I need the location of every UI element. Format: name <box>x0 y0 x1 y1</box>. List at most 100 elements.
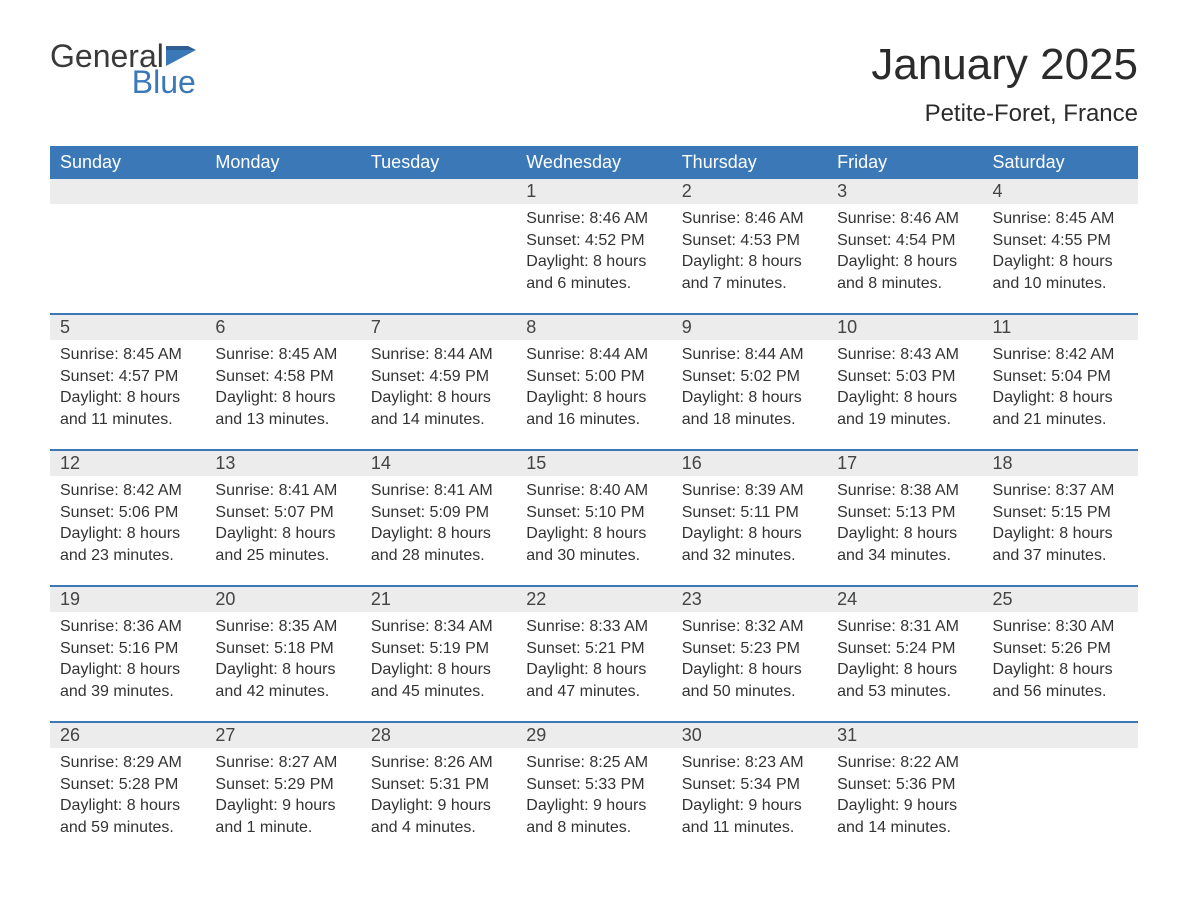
daylight2-text: and 32 minutes. <box>682 545 817 567</box>
daylight1-text: Daylight: 8 hours <box>215 659 350 681</box>
day-number: 25 <box>983 586 1138 612</box>
daylight1-text: Daylight: 8 hours <box>993 251 1128 273</box>
sunrise-text: Sunrise: 8:46 AM <box>526 208 661 230</box>
day-number: 18 <box>983 450 1138 476</box>
day-number <box>50 179 205 204</box>
day-cell: Sunrise: 8:42 AMSunset: 5:04 PMDaylight:… <box>983 340 1138 450</box>
sunrise-text: Sunrise: 8:40 AM <box>526 480 661 502</box>
day-cell: Sunrise: 8:43 AMSunset: 5:03 PMDaylight:… <box>827 340 982 450</box>
daylight1-text: Daylight: 9 hours <box>215 795 350 817</box>
day-cell: Sunrise: 8:22 AMSunset: 5:36 PMDaylight:… <box>827 748 982 858</box>
sunrise-text: Sunrise: 8:42 AM <box>60 480 195 502</box>
day-cell: Sunrise: 8:46 AMSunset: 4:53 PMDaylight:… <box>672 204 827 314</box>
day-cell: Sunrise: 8:44 AMSunset: 4:59 PMDaylight:… <box>361 340 516 450</box>
sunrise-text: Sunrise: 8:31 AM <box>837 616 972 638</box>
daylight2-text: and 18 minutes. <box>682 409 817 431</box>
day-number: 13 <box>205 450 360 476</box>
sunset-text: Sunset: 5:18 PM <box>215 638 350 660</box>
day-content-row: Sunrise: 8:42 AMSunset: 5:06 PMDaylight:… <box>50 476 1138 586</box>
sunset-text: Sunset: 5:16 PM <box>60 638 195 660</box>
daylight1-text: Daylight: 8 hours <box>215 387 350 409</box>
day-header-row: Sunday Monday Tuesday Wednesday Thursday… <box>50 146 1138 179</box>
sunrise-text: Sunrise: 8:36 AM <box>60 616 195 638</box>
sunset-text: Sunset: 4:54 PM <box>837 230 972 252</box>
sunrise-text: Sunrise: 8:45 AM <box>60 344 195 366</box>
daylight1-text: Daylight: 8 hours <box>60 659 195 681</box>
day-cell <box>205 204 360 314</box>
daylight2-text: and 19 minutes. <box>837 409 972 431</box>
calendar-body: 1234Sunrise: 8:46 AMSunset: 4:52 PMDayli… <box>50 179 1138 858</box>
daylight2-text: and 47 minutes. <box>526 681 661 703</box>
day-number: 14 <box>361 450 516 476</box>
sunrise-text: Sunrise: 8:22 AM <box>837 752 972 774</box>
day-number-row: 1234 <box>50 179 1138 204</box>
sunrise-text: Sunrise: 8:44 AM <box>682 344 817 366</box>
daylight2-text: and 14 minutes. <box>837 817 972 839</box>
day-cell: Sunrise: 8:30 AMSunset: 5:26 PMDaylight:… <box>983 612 1138 722</box>
daylight1-text: Daylight: 8 hours <box>682 251 817 273</box>
daylight2-text: and 7 minutes. <box>682 273 817 295</box>
day-header: Monday <box>205 146 360 179</box>
sunset-text: Sunset: 5:31 PM <box>371 774 506 796</box>
sunset-text: Sunset: 5:33 PM <box>526 774 661 796</box>
sunrise-text: Sunrise: 8:44 AM <box>371 344 506 366</box>
sunrise-text: Sunrise: 8:41 AM <box>215 480 350 502</box>
day-content-row: Sunrise: 8:29 AMSunset: 5:28 PMDaylight:… <box>50 748 1138 858</box>
daylight2-text: and 11 minutes. <box>682 817 817 839</box>
sunset-text: Sunset: 5:00 PM <box>526 366 661 388</box>
day-cell: Sunrise: 8:23 AMSunset: 5:34 PMDaylight:… <box>672 748 827 858</box>
sunset-text: Sunset: 5:11 PM <box>682 502 817 524</box>
day-number: 21 <box>361 586 516 612</box>
daylight1-text: Daylight: 8 hours <box>993 523 1128 545</box>
daylight1-text: Daylight: 8 hours <box>993 659 1128 681</box>
day-number: 24 <box>827 586 982 612</box>
sunset-text: Sunset: 5:36 PM <box>837 774 972 796</box>
sunrise-text: Sunrise: 8:46 AM <box>837 208 972 230</box>
sunrise-text: Sunrise: 8:43 AM <box>837 344 972 366</box>
day-number: 30 <box>672 722 827 748</box>
day-cell <box>50 204 205 314</box>
sunrise-text: Sunrise: 8:26 AM <box>371 752 506 774</box>
day-header: Tuesday <box>361 146 516 179</box>
day-cell: Sunrise: 8:27 AMSunset: 5:29 PMDaylight:… <box>205 748 360 858</box>
day-number: 7 <box>361 314 516 340</box>
day-cell: Sunrise: 8:35 AMSunset: 5:18 PMDaylight:… <box>205 612 360 722</box>
daylight1-text: Daylight: 9 hours <box>371 795 506 817</box>
day-number: 28 <box>361 722 516 748</box>
sunrise-text: Sunrise: 8:32 AM <box>682 616 817 638</box>
daylight2-text: and 59 minutes. <box>60 817 195 839</box>
day-number: 27 <box>205 722 360 748</box>
daylight2-text: and 45 minutes. <box>371 681 506 703</box>
day-cell <box>361 204 516 314</box>
brand-logo: General Blue <box>50 40 198 98</box>
sunset-text: Sunset: 5:07 PM <box>215 502 350 524</box>
sunrise-text: Sunrise: 8:23 AM <box>682 752 817 774</box>
day-number: 26 <box>50 722 205 748</box>
sunrise-text: Sunrise: 8:44 AM <box>526 344 661 366</box>
day-number: 29 <box>516 722 671 748</box>
sunset-text: Sunset: 5:34 PM <box>682 774 817 796</box>
day-content-row: Sunrise: 8:36 AMSunset: 5:16 PMDaylight:… <box>50 612 1138 722</box>
day-cell: Sunrise: 8:45 AMSunset: 4:58 PMDaylight:… <box>205 340 360 450</box>
daylight1-text: Daylight: 8 hours <box>526 251 661 273</box>
day-cell: Sunrise: 8:32 AMSunset: 5:23 PMDaylight:… <box>672 612 827 722</box>
daylight2-text: and 4 minutes. <box>371 817 506 839</box>
daylight2-text: and 50 minutes. <box>682 681 817 703</box>
daylight1-text: Daylight: 8 hours <box>526 659 661 681</box>
day-cell: Sunrise: 8:31 AMSunset: 5:24 PMDaylight:… <box>827 612 982 722</box>
day-number: 19 <box>50 586 205 612</box>
day-cell: Sunrise: 8:46 AMSunset: 4:52 PMDaylight:… <box>516 204 671 314</box>
day-header: Friday <box>827 146 982 179</box>
day-cell: Sunrise: 8:39 AMSunset: 5:11 PMDaylight:… <box>672 476 827 586</box>
day-number: 17 <box>827 450 982 476</box>
day-cell: Sunrise: 8:25 AMSunset: 5:33 PMDaylight:… <box>516 748 671 858</box>
day-number <box>983 722 1138 748</box>
day-number: 31 <box>827 722 982 748</box>
day-cell: Sunrise: 8:29 AMSunset: 5:28 PMDaylight:… <box>50 748 205 858</box>
day-number <box>361 179 516 204</box>
day-number: 2 <box>672 179 827 204</box>
day-cell: Sunrise: 8:44 AMSunset: 5:02 PMDaylight:… <box>672 340 827 450</box>
sunset-text: Sunset: 5:03 PM <box>837 366 972 388</box>
day-cell: Sunrise: 8:36 AMSunset: 5:16 PMDaylight:… <box>50 612 205 722</box>
day-number-row: 12131415161718 <box>50 450 1138 476</box>
